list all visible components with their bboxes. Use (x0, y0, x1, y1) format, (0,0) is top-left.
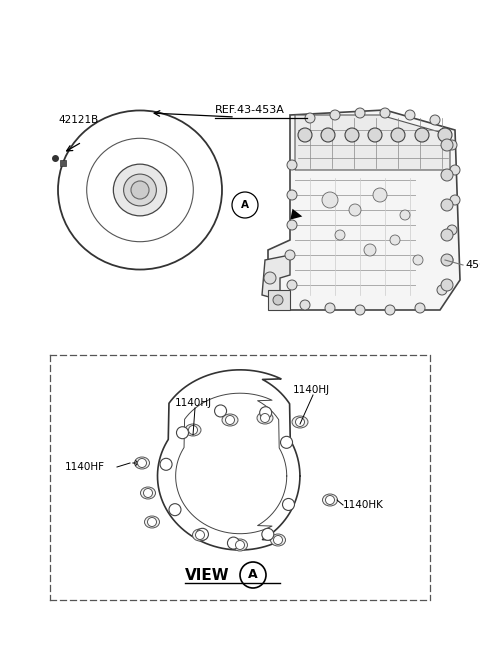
Text: 1140HF: 1140HF (65, 462, 105, 472)
Circle shape (325, 495, 335, 504)
Ellipse shape (144, 516, 159, 528)
Circle shape (236, 541, 244, 550)
Circle shape (147, 518, 156, 527)
Circle shape (262, 528, 274, 541)
Polygon shape (262, 255, 290, 300)
Circle shape (228, 537, 240, 549)
Circle shape (240, 562, 266, 588)
Circle shape (368, 128, 382, 142)
Circle shape (144, 489, 153, 497)
Circle shape (195, 531, 204, 539)
Ellipse shape (113, 164, 167, 216)
Ellipse shape (58, 110, 222, 270)
Circle shape (438, 128, 452, 142)
Circle shape (321, 128, 335, 142)
Circle shape (447, 140, 457, 150)
Circle shape (447, 225, 457, 235)
Ellipse shape (271, 534, 286, 546)
Ellipse shape (131, 181, 149, 199)
Circle shape (441, 254, 453, 266)
Circle shape (287, 280, 297, 290)
Text: 1140HJ: 1140HJ (293, 385, 330, 395)
Ellipse shape (141, 487, 156, 499)
Circle shape (196, 528, 208, 541)
Circle shape (390, 235, 400, 245)
Ellipse shape (292, 416, 308, 428)
Circle shape (415, 128, 429, 142)
Circle shape (137, 459, 146, 468)
Circle shape (441, 169, 453, 181)
Circle shape (226, 415, 235, 424)
Polygon shape (268, 290, 290, 310)
Circle shape (305, 113, 315, 123)
Circle shape (380, 108, 390, 118)
Circle shape (232, 192, 258, 218)
Text: REF.43-453A: REF.43-453A (215, 105, 285, 115)
Circle shape (280, 436, 292, 448)
Circle shape (287, 220, 297, 230)
Circle shape (261, 413, 269, 422)
Circle shape (160, 459, 172, 470)
Circle shape (330, 110, 340, 120)
Circle shape (437, 285, 447, 295)
Circle shape (450, 165, 460, 175)
Circle shape (335, 230, 345, 240)
Circle shape (189, 426, 197, 434)
Ellipse shape (232, 539, 248, 551)
Circle shape (441, 279, 453, 291)
Circle shape (355, 305, 365, 315)
Circle shape (283, 499, 295, 510)
Circle shape (385, 305, 395, 315)
Circle shape (264, 272, 276, 284)
Circle shape (215, 405, 227, 417)
Text: 1140HJ: 1140HJ (175, 398, 212, 408)
Circle shape (322, 192, 338, 208)
Circle shape (296, 417, 304, 426)
Circle shape (300, 300, 310, 310)
Circle shape (405, 110, 415, 120)
Circle shape (430, 115, 440, 125)
Circle shape (287, 160, 297, 170)
Text: 45000A: 45000A (465, 260, 480, 270)
Circle shape (391, 128, 405, 142)
Circle shape (298, 128, 312, 142)
Circle shape (274, 535, 283, 544)
Text: A: A (241, 200, 249, 210)
Text: A: A (248, 569, 258, 581)
Circle shape (260, 407, 272, 419)
Text: 1140HK: 1140HK (343, 500, 384, 510)
Circle shape (285, 250, 295, 260)
Circle shape (287, 190, 297, 200)
Circle shape (325, 303, 335, 313)
Circle shape (413, 255, 423, 265)
Ellipse shape (124, 174, 156, 206)
Polygon shape (268, 110, 460, 310)
Ellipse shape (185, 424, 201, 436)
Circle shape (441, 229, 453, 241)
Ellipse shape (134, 457, 149, 469)
Ellipse shape (257, 412, 273, 424)
Text: VIEW: VIEW (185, 567, 229, 583)
Text: 42121B: 42121B (58, 115, 98, 125)
Circle shape (373, 188, 387, 202)
Circle shape (349, 204, 361, 216)
Circle shape (415, 303, 425, 313)
Circle shape (345, 128, 359, 142)
Circle shape (400, 210, 410, 220)
Circle shape (443, 255, 453, 265)
Circle shape (177, 426, 189, 439)
Ellipse shape (323, 494, 337, 506)
Ellipse shape (222, 414, 238, 426)
Circle shape (169, 504, 181, 516)
Ellipse shape (192, 529, 207, 541)
Circle shape (273, 295, 283, 305)
Circle shape (450, 195, 460, 205)
Circle shape (441, 139, 453, 151)
Circle shape (364, 244, 376, 256)
Circle shape (355, 108, 365, 118)
Polygon shape (295, 115, 450, 170)
Circle shape (441, 199, 453, 211)
